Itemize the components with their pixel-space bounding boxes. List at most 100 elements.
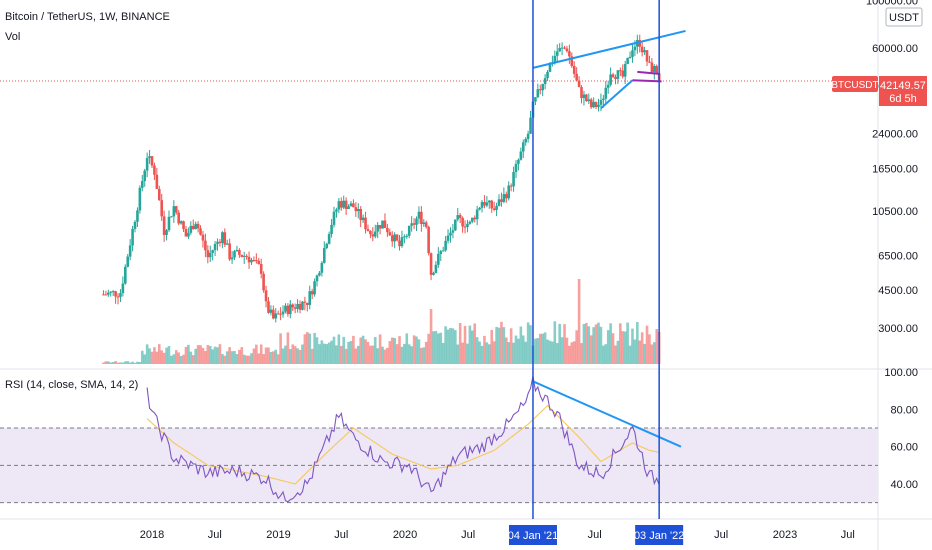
price-candle xyxy=(252,259,256,261)
price-candle xyxy=(398,240,401,247)
volume-bar xyxy=(529,325,532,364)
price-candle xyxy=(400,237,404,247)
time-axis-tick: 2020 xyxy=(393,529,417,541)
time-axis-tick: Jul xyxy=(714,529,728,541)
volume-bar xyxy=(184,346,188,364)
price-candle xyxy=(609,74,612,85)
rsi-axis[interactable]: 100.00 80.00 60.00 40.00 xyxy=(884,367,918,491)
volume-bar xyxy=(107,361,110,364)
volume-bar xyxy=(636,322,639,364)
volume-bar xyxy=(558,323,561,364)
volume-bar xyxy=(313,332,316,364)
price-candle xyxy=(429,253,433,275)
price-candle xyxy=(487,200,491,203)
volume-bar xyxy=(124,361,127,364)
price-candle xyxy=(155,174,159,189)
price-candle xyxy=(240,254,244,257)
volume-bar xyxy=(330,340,333,364)
volume-bar xyxy=(475,337,479,364)
price-candle xyxy=(628,56,632,58)
price-candle xyxy=(575,73,578,81)
price-trendline xyxy=(632,79,662,83)
price-candle xyxy=(310,291,314,295)
price-candle xyxy=(432,272,435,275)
price-axis-tick: 6500.00 xyxy=(878,251,918,263)
price-candle xyxy=(451,230,455,233)
volume-bar xyxy=(269,351,273,364)
price-candle xyxy=(526,133,530,140)
price-candle xyxy=(466,223,469,228)
volume-bar xyxy=(349,341,353,364)
price-candle xyxy=(546,71,549,79)
volume-bar xyxy=(415,336,418,364)
price-candle xyxy=(208,252,212,258)
price-trendline xyxy=(600,79,634,109)
currency-badge[interactable] xyxy=(885,7,923,27)
price-candle xyxy=(386,228,389,233)
price-candle xyxy=(274,313,278,319)
price-candle xyxy=(410,223,413,226)
volume-bar xyxy=(422,347,426,364)
volume-bar xyxy=(194,348,197,364)
price-candle xyxy=(131,228,134,246)
volume-bar xyxy=(468,325,472,364)
volume-bar xyxy=(623,331,627,364)
volume-bar xyxy=(633,339,637,364)
price-candle xyxy=(424,222,428,227)
volume-bar xyxy=(318,344,321,364)
volume-bar xyxy=(298,349,302,364)
volume-bar xyxy=(213,346,217,364)
price-candle xyxy=(284,305,287,312)
volume-bar xyxy=(560,337,564,364)
price-candle xyxy=(420,211,423,225)
volume-bar xyxy=(102,362,105,364)
volume-bar xyxy=(315,337,319,364)
volume-bar xyxy=(611,333,615,364)
volume-bar xyxy=(165,347,168,364)
volume-bar xyxy=(264,347,268,364)
price-pane[interactable] xyxy=(0,0,878,368)
volume-bar xyxy=(267,347,270,364)
volume-bar xyxy=(116,362,120,364)
price-candle xyxy=(211,250,214,253)
price-candle xyxy=(191,225,195,230)
price-candle xyxy=(289,304,292,315)
price-candle xyxy=(315,275,319,282)
price-candle xyxy=(495,205,498,210)
price-candle xyxy=(121,283,125,294)
volume-bar xyxy=(628,345,632,364)
volume-bar xyxy=(150,351,154,364)
volume-bar xyxy=(272,351,275,364)
volume-bar xyxy=(458,323,462,364)
time-marker-badge-label: 03 Jan '22 xyxy=(634,530,684,542)
price-candle xyxy=(577,80,581,88)
volume-bar xyxy=(262,354,265,364)
time-axis[interactable]: 2018 Jul 2019 Jul 2020 Jul Jul Jul 2023 Jul 04 Jan… xyxy=(140,525,855,545)
price-candle xyxy=(308,291,312,305)
price-candle xyxy=(225,243,229,245)
price-candle xyxy=(383,220,387,229)
symbol-price-tag xyxy=(832,76,878,92)
price-candle xyxy=(454,219,457,231)
volume-bar xyxy=(235,354,239,364)
price-candle xyxy=(325,243,329,249)
volume-bar xyxy=(403,343,406,364)
price-candle xyxy=(276,313,280,315)
price-candle xyxy=(344,200,348,210)
price-candle xyxy=(626,57,629,64)
volume-bar xyxy=(386,347,389,364)
volume-bar xyxy=(301,344,304,364)
drawings-layer[interactable] xyxy=(0,0,878,519)
price-candle xyxy=(114,291,117,297)
rsi-layer xyxy=(0,375,878,504)
volume-bar xyxy=(177,352,180,364)
volume-bar xyxy=(228,347,231,364)
price-candle xyxy=(638,40,642,47)
volume-bar xyxy=(131,361,134,364)
price-candle xyxy=(589,99,593,108)
volume-bar xyxy=(514,335,518,364)
volume-bar xyxy=(196,345,200,364)
volume-bar xyxy=(344,348,348,364)
volume-bar xyxy=(284,345,287,364)
